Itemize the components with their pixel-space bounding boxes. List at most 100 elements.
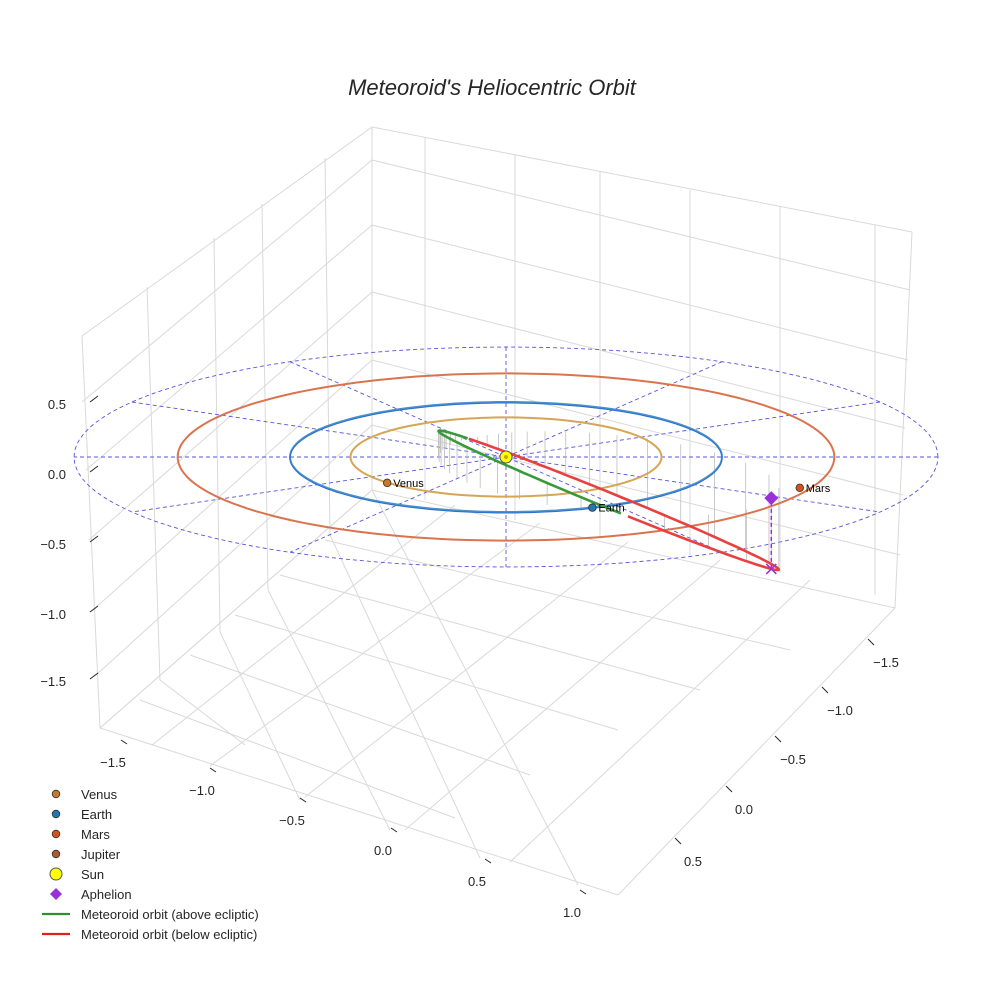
x-tick-mark-0	[120, 739, 128, 745]
grid-line-27	[99, 727, 619, 896]
ecliptic-spoke-2	[289, 361, 723, 553]
grid-line-36	[209, 522, 541, 767]
grid-line-2	[81, 335, 101, 729]
legend-meteoroid-orbit-above-ecliptic-label: Meteoroid orbit (above ecliptic)	[81, 907, 259, 922]
grid-line-30	[219, 631, 301, 801]
y-tick-label-2: −0.5	[780, 752, 806, 767]
venus-marker	[383, 478, 392, 488]
x-tick-label-4: 0.5	[468, 874, 486, 889]
y-tick-label-3: 0.0	[735, 802, 753, 817]
z-tick-mark-1	[89, 465, 99, 473]
earth-marker	[588, 503, 597, 512]
x-tick-label-3: 0.0	[374, 843, 392, 858]
z-tick-mark-3	[89, 605, 99, 613]
y-tick-label-0: −1.5	[873, 655, 899, 670]
ecliptic-spoke-4	[289, 361, 723, 553]
grid-line-39	[509, 579, 811, 863]
ecliptic-circle	[73, 346, 939, 568]
grid-line-11	[92, 359, 373, 611]
legend-meteoroid-orbit-below-ecliptic-label: Meteoroid orbit (below ecliptic)	[81, 927, 257, 942]
grid-line-26	[371, 424, 901, 556]
y-tick-mark-4	[674, 837, 682, 845]
venus-label: Venus	[393, 478, 424, 490]
y-tick-label-4: 0.5	[684, 854, 702, 869]
aphelion-x-marker	[765, 563, 777, 575]
meteoroid-orbit	[437, 429, 781, 572]
grid-line-14	[371, 489, 896, 609]
legend-aphelion-marker	[50, 888, 62, 900]
meteoroid-orbit-above	[437, 429, 622, 515]
grid-line-42	[234, 614, 619, 731]
grid-line-5	[213, 237, 221, 633]
grid-line-41	[189, 654, 531, 776]
x-tick-label-5: 1.0	[563, 905, 581, 920]
y-tick-mark-0	[867, 638, 875, 646]
x-tick-mark-5	[579, 889, 587, 895]
grid-line-31	[267, 589, 391, 831]
y-tick-mark-1	[821, 686, 829, 694]
grid-line-38	[404, 559, 721, 831]
meteoroid-orbit-below	[468, 437, 781, 572]
legend-earth-label: Earth	[81, 807, 112, 822]
grid-line-43	[279, 574, 701, 691]
body-markers: Venus Earth Mars	[383, 450, 831, 575]
z-tick-label-2: −0.5	[40, 537, 66, 552]
z-tick-label-3: −1.0	[40, 607, 66, 622]
grid-line-7	[324, 157, 331, 536]
venus-orbit	[349, 416, 663, 498]
legend: Venus Earth Mars Jupiter Sun Aphelion Meteoroi…	[42, 787, 259, 942]
aphelion-diamond	[764, 491, 779, 506]
grid-line-40	[139, 699, 456, 819]
axis-ticks: 0.5 0.0 −0.5 −1.0 −1.5 −1.5 −1.0 −0.5 0.0 0.5 1.0 −…	[40, 395, 899, 920]
grid-line-8	[81, 159, 373, 403]
x-tick-mark-3	[390, 827, 398, 833]
legend-earth-marker	[51, 809, 61, 819]
x-tick-mark-1	[209, 767, 217, 773]
grid-line-24	[371, 291, 906, 429]
legend-venus-marker	[51, 789, 61, 799]
z-tick-mark-0	[89, 395, 99, 403]
planet-orbits	[176, 372, 836, 542]
z-tick-mark-4	[89, 672, 99, 680]
legend-mars-label: Mars	[81, 827, 110, 842]
earth-orbit-inner	[289, 402, 723, 514]
grid-line-28	[617, 607, 896, 896]
grid-line-10	[88, 291, 373, 541]
sun-core	[504, 455, 508, 459]
legend-venus-label: Venus	[81, 787, 118, 802]
legend-sun-label: Sun	[81, 867, 104, 882]
grid-line-22	[371, 159, 911, 291]
x-tick-label-0: −1.5	[100, 755, 126, 770]
mars-orbit	[176, 372, 836, 542]
x-tick-label-1: −1.0	[189, 783, 215, 798]
grid-line-37	[304, 541, 629, 798]
legend-sun-marker	[49, 867, 63, 881]
grid-line-15	[894, 231, 913, 609]
legend-mars-marker	[51, 829, 61, 839]
z-tick-label-4: −1.5	[40, 674, 66, 689]
z-tick-label-1: 0.0	[48, 467, 66, 482]
grid-line-9	[85, 224, 373, 471]
grid-line-32	[329, 534, 481, 859]
x-tick-label-2: −0.5	[279, 813, 305, 828]
y-tick-mark-2	[774, 735, 782, 743]
grid-line-35	[151, 504, 456, 746]
grid-line-0	[81, 126, 373, 337]
mars-marker	[795, 483, 804, 492]
axes-grid	[81, 126, 913, 896]
chart-title: Meteoroid's Heliocentric Orbit	[348, 75, 637, 100]
mars-label: Mars	[806, 483, 831, 495]
y-tick-mark-3	[725, 785, 733, 793]
earth-label: Earth	[598, 503, 624, 515]
grid-line-6	[261, 203, 269, 591]
x-tick-mark-2	[299, 797, 307, 803]
grid-line-23	[371, 224, 909, 361]
grid-line-44	[324, 539, 791, 651]
legend-jupiter-label: Jupiter	[81, 847, 121, 862]
x-tick-mark-4	[484, 858, 492, 864]
y-tick-label-1: −1.0	[827, 703, 853, 718]
grid-line-34	[99, 489, 373, 729]
legend-aphelion-label: Aphelion	[81, 887, 132, 902]
grid-line-12	[95, 424, 373, 676]
